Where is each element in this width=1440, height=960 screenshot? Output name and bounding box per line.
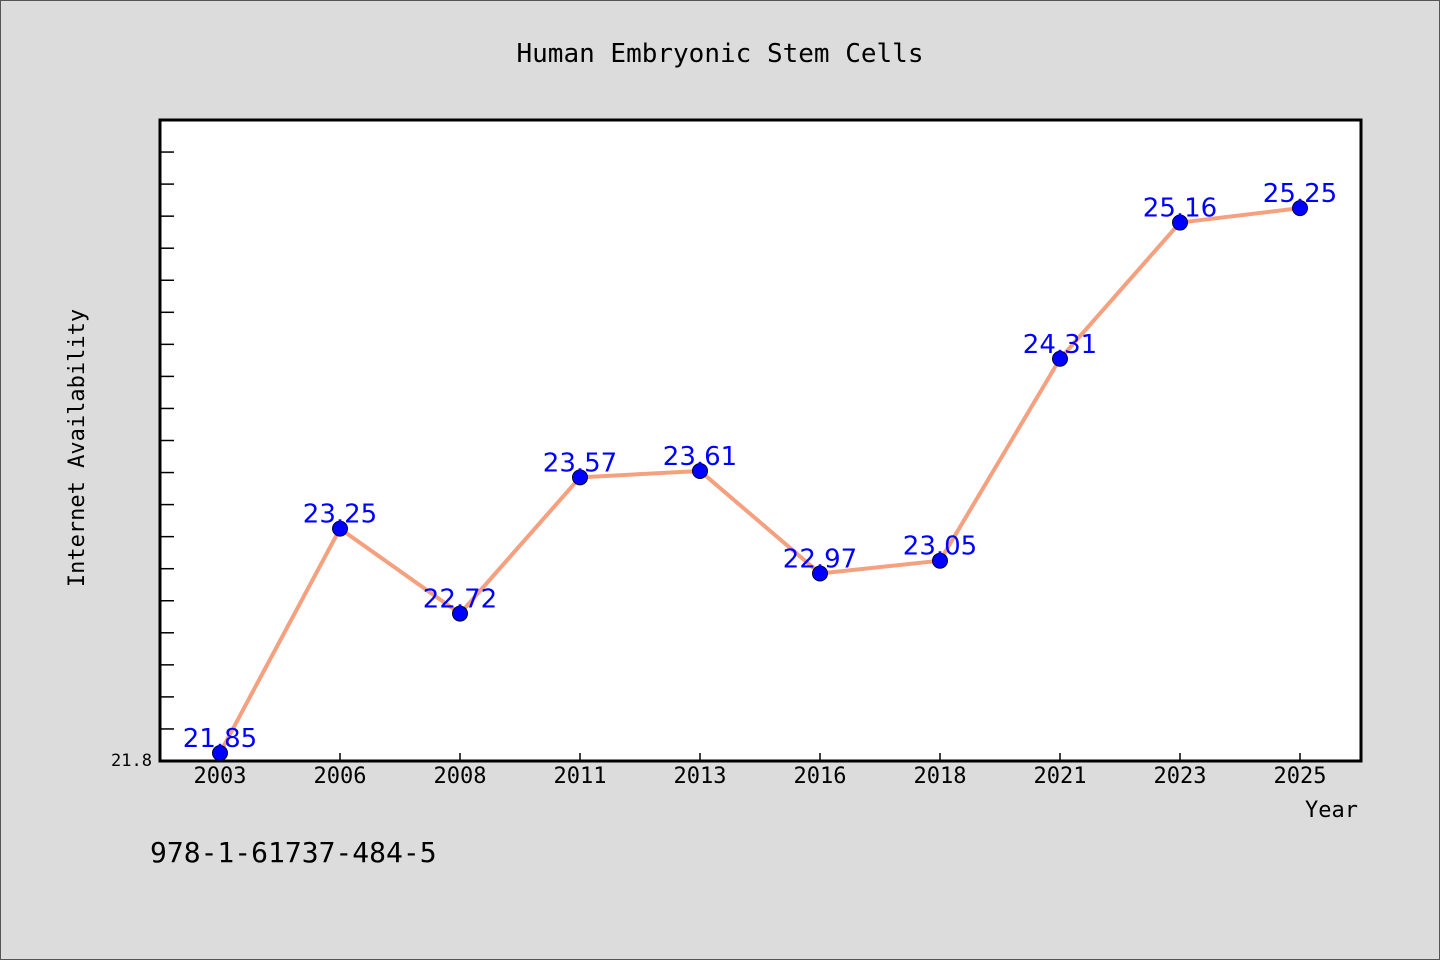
series-line <box>218 206 1301 754</box>
data-label: 22.97 <box>783 545 857 575</box>
x-tick-label: 2011 <box>554 764 607 789</box>
data-label: 21.85 <box>183 724 257 754</box>
y-axis-ticks <box>160 119 174 762</box>
data-point <box>1172 214 1188 231</box>
data-label: 22.72 <box>423 585 497 615</box>
plot-area <box>158 118 1363 763</box>
data-point <box>452 605 468 622</box>
data-label: 23.05 <box>903 532 977 562</box>
chart-title: Human Embryonic Stem Cells <box>517 39 924 69</box>
isbn-text: 978-1-61737-484-5 <box>150 836 437 869</box>
data-label: 23.57 <box>543 448 617 478</box>
x-axis-label: Year <box>1305 798 1358 823</box>
x-tick-label: 2025 <box>1274 764 1327 789</box>
y-tick-label: 21.8 <box>111 751 152 771</box>
data-label: 23.61 <box>663 442 737 472</box>
x-tick-label: 2018 <box>914 764 967 789</box>
x-tick-label: 2016 <box>794 764 847 789</box>
y-axis-label: Internet Availability <box>65 309 90 587</box>
data-label: 24.31 <box>1023 330 1097 360</box>
x-axis-tick-labels: 2003 2006 2008 2011 2013 2016 2018 2021 2023 2025 <box>194 764 1327 789</box>
x-tick-label: 2003 <box>194 764 247 789</box>
x-tick-label: 2008 <box>434 764 487 789</box>
data-point <box>932 552 948 569</box>
data-point <box>812 565 828 582</box>
x-tick-label: 2013 <box>674 764 727 789</box>
series-group: 21.85 23.25 22.72 23.57 23.61 22.97 23.05 24.31… <box>183 179 1337 761</box>
data-point <box>332 520 348 537</box>
data-label: 25.25 <box>1263 179 1337 209</box>
x-tick-label: 2006 <box>314 764 367 789</box>
data-point <box>1052 350 1068 367</box>
data-point <box>692 462 708 479</box>
x-tick-label: 2023 <box>1154 764 1207 789</box>
data-label: 25.16 <box>1143 194 1217 224</box>
data-point <box>1292 200 1308 217</box>
data-point <box>572 469 588 486</box>
data-point <box>212 744 228 761</box>
x-tick-label: 2021 <box>1034 764 1087 789</box>
data-label: 23.25 <box>303 500 377 530</box>
